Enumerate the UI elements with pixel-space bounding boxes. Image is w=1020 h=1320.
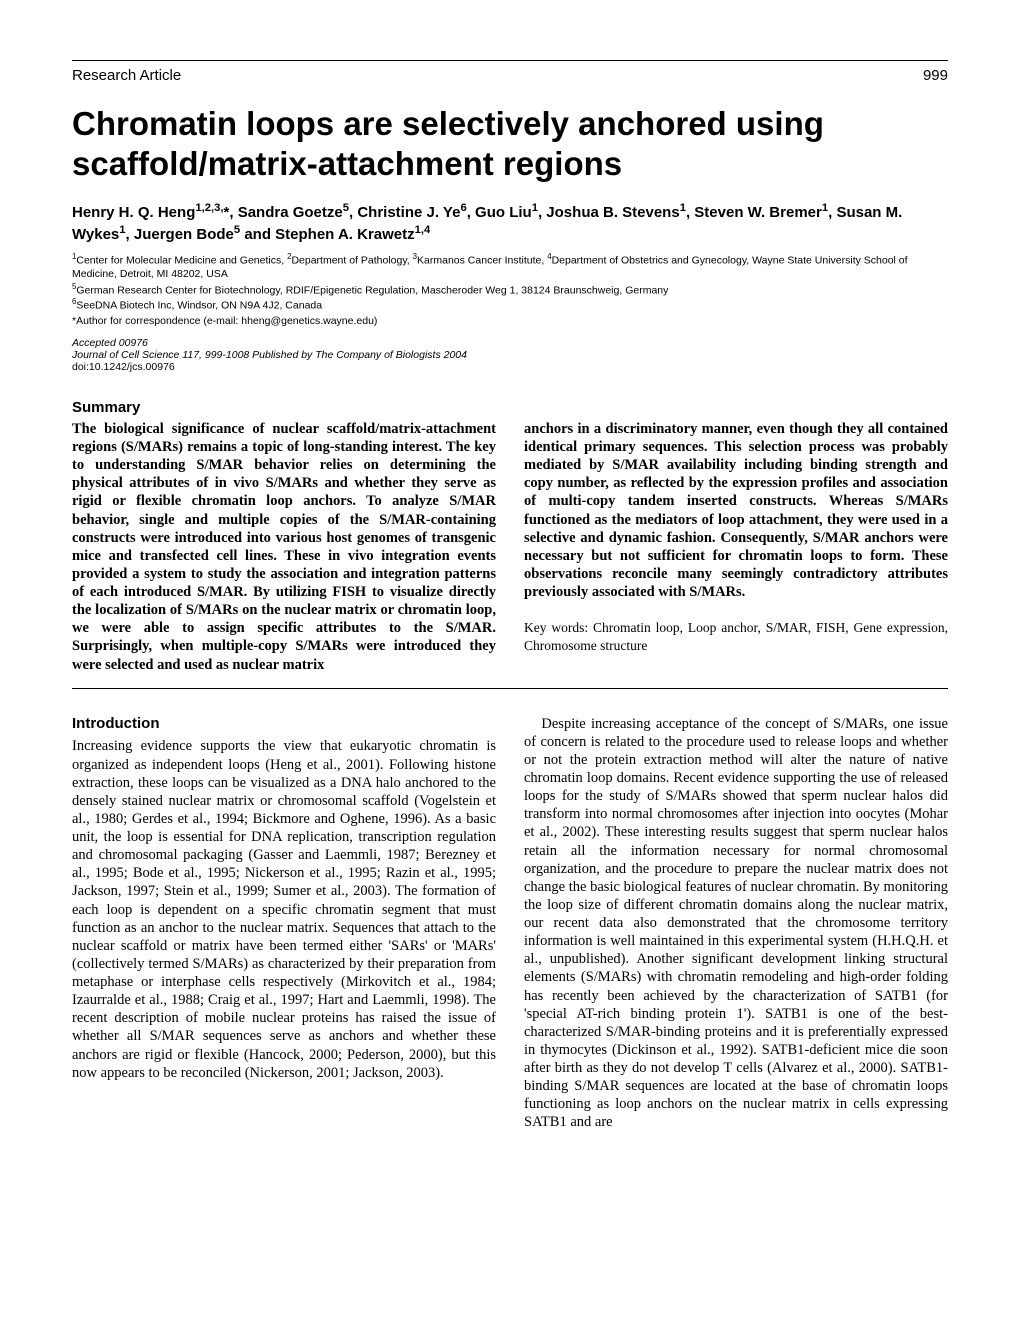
intro-left-text: Increasing evidence supports the view th…: [72, 738, 496, 1080]
introduction-block: Introduction Increasing evidence support…: [72, 697, 948, 1132]
article-title: Chromatin loops are selectively anchored…: [72, 104, 948, 183]
corresponding-author: *Author for correspondence (e-mail: hhen…: [72, 315, 948, 327]
summary-col-left: The biological significance of nuclear s…: [72, 420, 496, 674]
summary-right-text: anchors in a discriminatory manner, even…: [524, 421, 948, 600]
intro-right-text: Despite increasing acceptance of the con…: [524, 715, 948, 1132]
authors: Henry H. Q. Heng1,2,3,*, Sandra Goetze5,…: [72, 201, 948, 246]
running-header: Research Article 999: [72, 67, 948, 84]
affiliations-block: 1Center for Molecular Medicine and Genet…: [72, 252, 948, 313]
top-rule: [72, 60, 948, 61]
page-number: 999: [923, 67, 948, 84]
doi-line: doi:10.1242/jcs.00976: [72, 361, 948, 373]
journal-line: Journal of Cell Science 117, 999-1008 Pu…: [72, 349, 948, 361]
affiliation-2: 5German Research Center for Biotechnolog…: [72, 282, 948, 298]
summary-block: The biological significance of nuclear s…: [72, 420, 948, 689]
summary-col-right: anchors in a discriminatory manner, even…: [524, 420, 948, 674]
accepted-line: Accepted 00976: [72, 337, 948, 349]
introduction-heading: Introduction: [72, 715, 496, 734]
intro-col-right: Despite increasing acceptance of the con…: [524, 697, 948, 1132]
affiliation-3: 6SeeDNA Biotech Inc, Windsor, ON N9A 4J2…: [72, 297, 948, 313]
summary-heading: Summary: [72, 399, 948, 416]
keywords: Key words: Chromatin loop, Loop anchor, …: [524, 619, 948, 654]
intro-col-left: Introduction Increasing evidence support…: [72, 697, 496, 1132]
affiliation-1: 1Center for Molecular Medicine and Genet…: [72, 252, 948, 282]
section-label: Research Article: [72, 67, 181, 84]
